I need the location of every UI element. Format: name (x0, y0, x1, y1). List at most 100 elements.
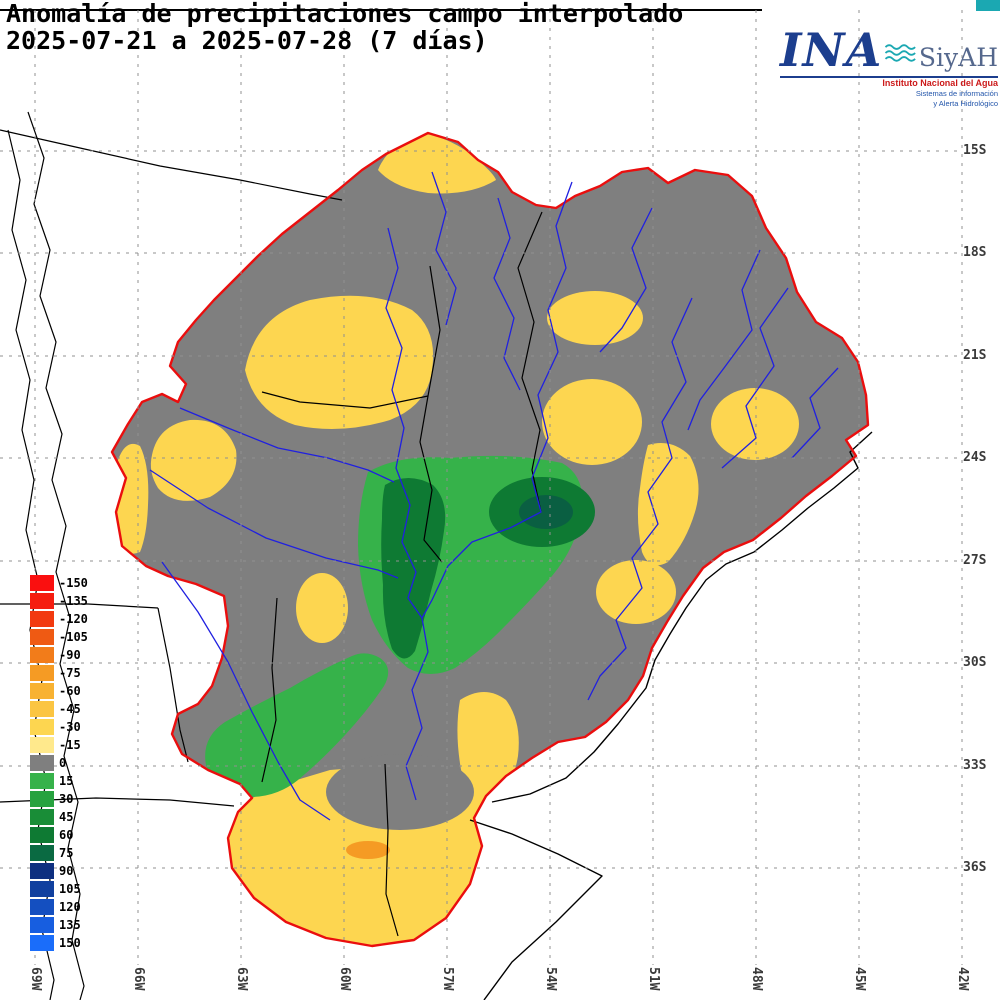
legend-entry: -150 (30, 574, 88, 592)
legend-entry: -45 (30, 700, 88, 718)
legend-entry: -15 (30, 736, 88, 754)
legend: -150 -135 -120 -105 -90 -75 -60 -45 -30 -15 0 15 30 4… (30, 574, 88, 952)
yellow-patch-upper-band (245, 295, 434, 429)
legend-swatch (30, 647, 54, 663)
legend-value-label: 150 (59, 936, 81, 950)
legend-entry: 90 (30, 862, 88, 880)
orange-spot-south (346, 841, 390, 859)
andes-border-line (27, 111, 85, 1000)
legend-value-label: 75 (59, 846, 74, 860)
legend-entry: 30 (30, 790, 88, 808)
legend-entry: 60 (30, 826, 88, 844)
legend-entry: 0 (30, 754, 88, 772)
paraguay-river-border (419, 395, 443, 563)
yellow-patch-west (150, 419, 237, 501)
legend-value-label: 120 (59, 900, 81, 914)
legend-entry: 150 (30, 934, 88, 952)
legend-swatch (30, 665, 54, 681)
logo-underline (780, 76, 998, 78)
river-tributary-brazil-2 (791, 367, 839, 459)
logo-system-name-2: y Alerta Hidrológico (933, 98, 998, 108)
river-salado (161, 561, 331, 821)
estuary-south-coast (469, 819, 603, 1000)
rivers (149, 171, 839, 821)
legend-value-label: 45 (59, 810, 74, 824)
legend-entry: -135 (30, 592, 88, 610)
legend-swatch (30, 827, 54, 843)
green-darkest-core (519, 495, 573, 529)
gray-overlay-south (326, 754, 474, 830)
legend-value-label: 135 (59, 918, 81, 932)
logo-system-name-1: Sistemas de información (915, 89, 998, 99)
legend-value-label: 105 (59, 882, 81, 896)
legend-entry: 15 (30, 772, 88, 790)
legend-value-label: -15 (59, 738, 81, 752)
river-uruguay (587, 297, 693, 701)
legend-entry: -105 (30, 628, 88, 646)
legend-value-label: 0 (59, 756, 67, 770)
legend-entry: -30 (30, 718, 88, 736)
legend-swatch (30, 935, 54, 951)
legend-value-label: -30 (59, 720, 81, 734)
legend-value-label: -90 (59, 648, 81, 662)
bolivia-border (0, 129, 343, 201)
ina-wordmark: INA (780, 23, 883, 77)
legend-value-label: -60 (59, 684, 81, 698)
legend-swatch (30, 863, 54, 879)
legend-entry: -90 (30, 646, 88, 664)
yellow-patch-west-arm (116, 443, 149, 554)
legend-swatch (30, 773, 54, 789)
siyah-wordmark: SiyAH (918, 43, 998, 72)
title-line-1: Anomalía de precipitaciones campo interp… (6, 0, 684, 28)
map-title: Anomalía de precipitaciones campo interp… (6, 0, 683, 54)
legend-value-label: 15 (59, 774, 74, 788)
province-border-1 (261, 597, 278, 783)
legend-entry: 105 (30, 880, 88, 898)
river-tributary-north (493, 197, 521, 391)
legend-swatch (30, 845, 54, 861)
legend-value-label: -75 (59, 666, 81, 680)
legend-value-label: -105 (59, 630, 88, 644)
legend-entry: -60 (30, 682, 88, 700)
basin-outline (110, 131, 870, 948)
logo-subtext: Instituto Nacional del Agua Sistemas de … (780, 78, 998, 108)
legend-swatch (30, 629, 54, 645)
river-tributary-ne (599, 207, 653, 353)
river-bermejo (149, 469, 399, 579)
legend-swatch (30, 755, 54, 771)
paraguay-border (261, 265, 441, 409)
province-border-4 (157, 607, 189, 763)
legend-value-label: -135 (59, 594, 88, 608)
yellow-patch-right-2 (542, 379, 642, 465)
legend-value-label: -45 (59, 702, 81, 716)
legend-swatch (30, 791, 54, 807)
legend-entry: -120 (30, 610, 88, 628)
legend-entry: 120 (30, 898, 88, 916)
yellow-patch-lower-mid (457, 692, 519, 801)
river-tributary-right (687, 249, 761, 431)
corner-accent-chip (976, 0, 1000, 11)
yellow-patch-far-right (711, 388, 799, 460)
legend-swatch (30, 809, 54, 825)
legend-entry: 135 (30, 916, 88, 934)
grid-lines (0, 10, 963, 965)
legend-value-label: -150 (59, 576, 88, 590)
legend-swatch (30, 593, 54, 609)
legend-swatch (30, 611, 54, 627)
legend-swatch (30, 575, 54, 591)
ina-siyah-logo: INA SiyAH Instituto Nacional del Agua Si… (780, 26, 998, 108)
title-line-2: 2025-07-21 a 2025-07-28 (7 días) (6, 26, 488, 55)
river-pilcomayo (179, 407, 395, 483)
river-paraguay (385, 227, 423, 619)
legend-swatch (30, 719, 54, 735)
atlantic-coastline (491, 431, 873, 803)
legend-value-label: 90 (59, 864, 74, 878)
legend-swatch (30, 683, 54, 699)
legend-value-label: -120 (59, 612, 88, 626)
yellow-patch-mid-small (296, 573, 348, 643)
river-tributary-brazil-1 (721, 287, 789, 469)
province-border-3 (0, 603, 159, 609)
green-dark-core-left (381, 478, 446, 659)
